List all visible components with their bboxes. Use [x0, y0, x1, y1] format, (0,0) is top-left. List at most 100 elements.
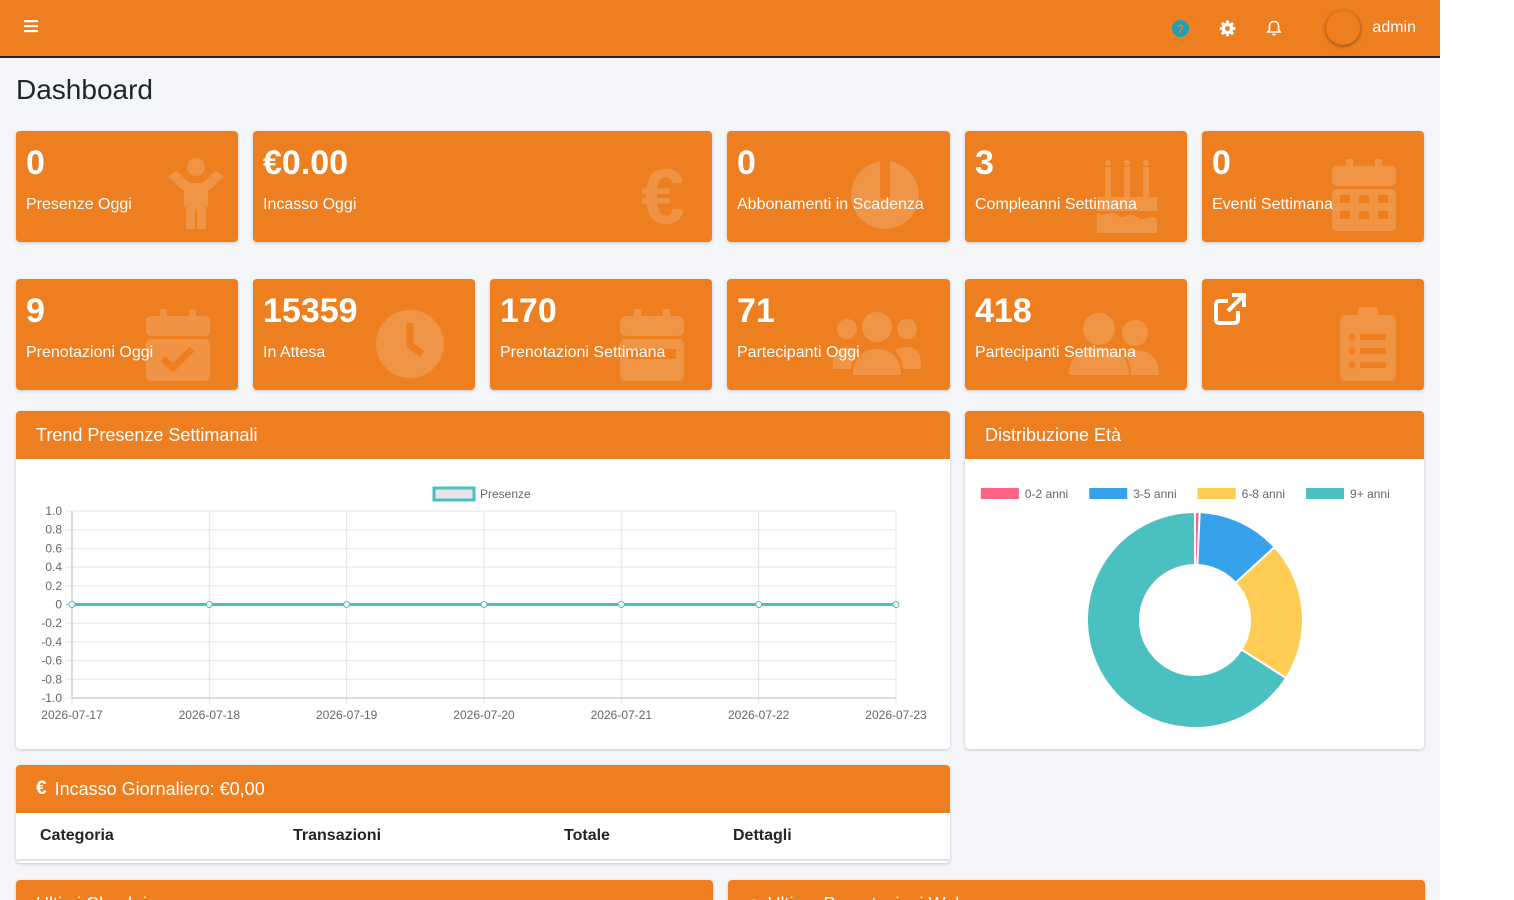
legend-swatch — [980, 488, 1019, 499]
stat-partecipanti-settimana[interactable]: 418 Partecipanti Settimana — [965, 279, 1187, 390]
external-link-icon[interactable] — [1212, 291, 1248, 327]
y-tick-label: -1.0 — [41, 691, 62, 705]
legend-swatch — [1306, 488, 1345, 499]
stat-abbonamenti-scadenza[interactable]: 0 Abbonamenti in Scadenza — [727, 131, 950, 242]
stat-presenze-oggi[interactable]: 0 Presenze Oggi — [16, 131, 238, 242]
y-tick-label: 0.4 — [45, 560, 62, 574]
legend-swatch — [1197, 488, 1236, 499]
app-root: ? admin Dashboar — [0, 0, 1440, 900]
clock-icon — [376, 310, 444, 378]
y-tick-label: 0.6 — [45, 541, 62, 555]
avatar[interactable] — [1326, 11, 1361, 45]
x-tick-label: 2026-07-20 — [453, 708, 515, 722]
calendar-week-icon — [620, 309, 684, 381]
birthday-cake-icon — [1097, 160, 1157, 233]
x-tick-label: 2026-07-17 — [41, 708, 103, 722]
bell-icon[interactable] — [1263, 17, 1285, 39]
card-title: Trend Presenze Settimanali — [36, 425, 258, 445]
stat-value: 170 — [500, 292, 557, 330]
y-tick-label: 0.8 — [45, 523, 62, 537]
calendar-icon — [1332, 159, 1396, 231]
hamburger-icon[interactable] — [20, 16, 42, 38]
column-header[interactable]: Categoria — [16, 813, 269, 861]
card-title: Distribuzione Età — [985, 425, 1122, 445]
exclamation-circle-icon — [851, 159, 919, 229]
calendar-check-icon — [146, 309, 210, 381]
external-link-box[interactable] — [1202, 279, 1424, 390]
legend-label: 0-2 anni — [1025, 487, 1068, 501]
help-icon[interactable]: ? — [1169, 17, 1191, 39]
pie-slice — [1086, 510, 1288, 729]
legend-label: 3-5 anni — [1133, 487, 1176, 501]
x-tick-label: 2026-07-22 — [728, 708, 790, 722]
trend-card-header: Trend Presenze Settimanali — [16, 411, 950, 459]
y-tick-label: 0 — [55, 598, 62, 612]
user-friends-icon — [1069, 313, 1159, 375]
line-chart: 1.0 0.8 0.6 0.4 0.2 0 -0.2 -0.4 -0.6 -0.8 -1.0 2026… — [41, 486, 927, 722]
stat-value: 418 — [975, 292, 1032, 330]
stat-compleanni-settimana[interactable]: 3 Compleanni Settimana — [965, 131, 1187, 242]
stat-in-attesa[interactable]: 15359 In Attesa — [253, 279, 475, 390]
age-card: Distribuzione Età 0-2 anni 3-5 anni 6-8 an… — [965, 411, 1424, 749]
stat-prenotazioni-oggi[interactable]: 9 Prenotazioni Oggi — [16, 279, 238, 390]
legend-label: 9+ anni — [1350, 487, 1390, 501]
trend-card: Trend Presenze Settimanali 1.0 0.8 0.6 0.4 0… — [16, 411, 950, 749]
data-point — [343, 601, 351, 608]
column-header[interactable]: Dettagli — [709, 813, 950, 861]
stat-value: 3 — [975, 144, 994, 182]
stat-label: Incasso Oggi — [263, 196, 357, 213]
age-card-header: Distribuzione Età — [965, 411, 1424, 459]
y-tick-label: -0.4 — [41, 635, 62, 649]
stat-partecipanti-oggi[interactable]: 71 Partecipanti Oggi — [727, 279, 950, 390]
recent-checkins-header: Ultimi Check-in — [16, 880, 713, 900]
gear-icon[interactable] — [1216, 17, 1238, 39]
stat-value: 0 — [1212, 144, 1231, 182]
stat-eventi-settimana[interactable]: 0 Eventi Settimana — [1202, 131, 1424, 242]
column-header[interactable]: Transazioni — [269, 813, 540, 861]
top-navbar: ? admin — [0, 0, 1440, 58]
user-name[interactable]: admin — [1372, 19, 1416, 36]
stat-label: Eventi Settimana — [1212, 196, 1333, 213]
legend-swatch — [1089, 488, 1128, 499]
card-title: Incasso Giornaliero: €0,00 — [54, 779, 265, 799]
data-point — [617, 601, 625, 608]
euro-icon: € — [36, 778, 47, 799]
x-tick-label: 2026-07-18 — [179, 708, 241, 722]
globe-icon: ● — [748, 880, 759, 900]
page-title: Dashboard — [16, 74, 153, 105]
stat-label: Partecipanti Oggi — [737, 344, 860, 361]
legend-label: Presenze — [480, 487, 531, 501]
svg-text:?: ? — [1177, 22, 1184, 35]
card-title: Ultimi Check-in — [36, 880, 157, 900]
data-point — [205, 601, 213, 608]
income-card-header: € Incasso Giornaliero: €0,00 — [16, 765, 950, 813]
x-tick-label: 2026-07-19 — [316, 708, 378, 722]
web-bookings-header: ● Ultime Prenotazioni Web — [728, 880, 1425, 900]
recent-checkins-card: Ultimi Check-in — [16, 880, 713, 900]
stat-label: Partecipanti Settimana — [975, 344, 1136, 361]
users-icon — [833, 312, 921, 375]
pie-slice — [1234, 545, 1304, 680]
x-tick-label: 2026-07-23 — [865, 708, 927, 722]
y-tick-label: 1.0 — [45, 504, 62, 518]
card-title: Ultime Prenotazioni Web — [767, 880, 965, 900]
stat-incasso-oggi[interactable]: €0.00 Incasso Oggi € — [253, 131, 712, 242]
data-point — [68, 601, 76, 608]
stat-prenotazioni-settimana[interactable]: 170 Prenotazioni Settimana — [490, 279, 712, 390]
svg-text:€: € — [641, 161, 684, 231]
euro-icon: € — [641, 161, 684, 231]
stat-label: Presenze Oggi — [26, 196, 132, 213]
clipboard-list-icon — [1340, 307, 1396, 381]
income-card: € Incasso Giornaliero: €0,00 Categoria T… — [16, 765, 950, 863]
web-bookings-card: ● Ultime Prenotazioni Web — [728, 880, 1425, 900]
data-point — [892, 601, 900, 608]
stat-value: 71 — [737, 292, 775, 330]
stat-label: Abbonamenti in Scadenza — [737, 196, 924, 213]
x-tick-label: 2026-07-21 — [591, 708, 653, 722]
y-tick-label: -0.8 — [41, 672, 62, 686]
y-tick-label: 0.2 — [45, 579, 62, 593]
stat-value: 0 — [737, 144, 756, 182]
column-header[interactable]: Totale — [540, 813, 709, 861]
donut-chart: 0-2 anni 3-5 anni 6-8 anni 9+ anni — [980, 487, 1390, 729]
data-point — [480, 601, 488, 608]
